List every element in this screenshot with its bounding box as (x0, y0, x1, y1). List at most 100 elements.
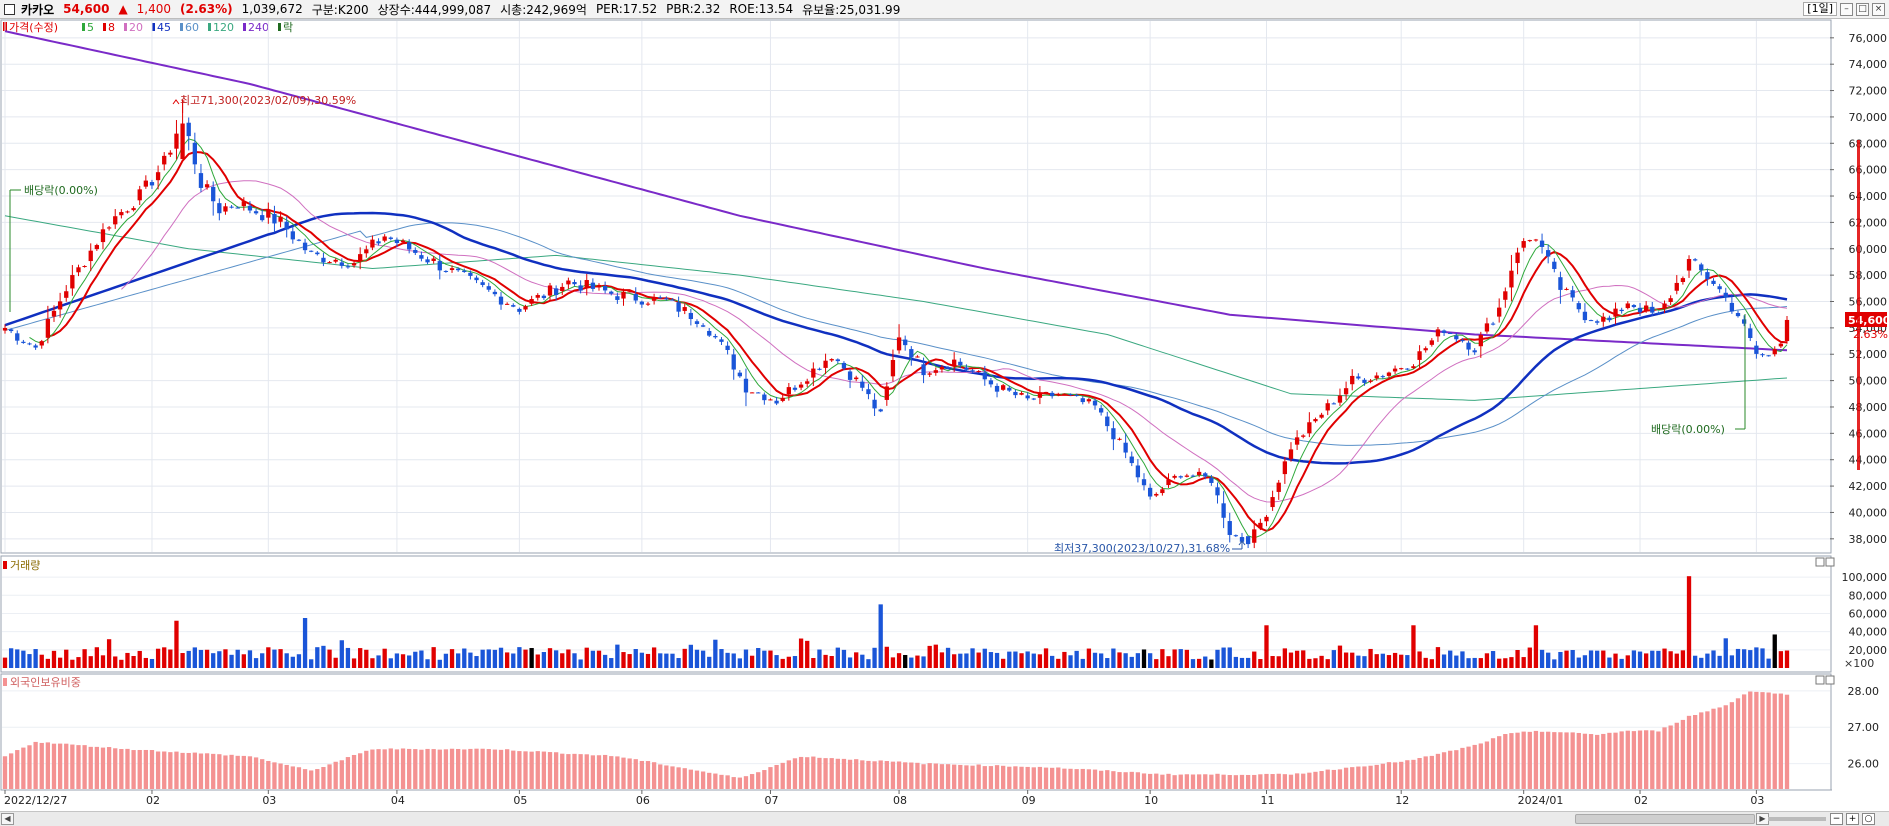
candle-body (1619, 309, 1624, 312)
volume-bar (1172, 649, 1177, 668)
foreign-bar (198, 753, 204, 789)
candle-body (590, 282, 596, 289)
volume-pane-close-icon[interactable] (1825, 557, 1835, 567)
candle-body (1515, 252, 1520, 264)
foreign-bar (456, 748, 461, 789)
volume-bar (1625, 655, 1630, 668)
foreign-bar (1111, 771, 1116, 789)
scroll-left-icon[interactable]: ◀ (1, 813, 14, 825)
dividend-marker-2: 배당락(0.00%) (1651, 314, 1746, 436)
foreign-bar (211, 753, 216, 789)
candle-body (560, 286, 565, 291)
foreign-bar (1533, 730, 1539, 789)
horizontal-scrollbar[interactable]: ◀ ▶ − + ○ (0, 811, 1889, 826)
candle-body (364, 249, 369, 254)
foreign-bar (70, 744, 75, 789)
volume-pane-max-icon[interactable] (1815, 557, 1825, 567)
foreign-bar (517, 751, 522, 789)
foreign-bar (1631, 731, 1637, 789)
foreign-bar (615, 756, 620, 789)
foreign-bar (596, 755, 602, 789)
volume-bar (1521, 657, 1526, 668)
foreign-bar (1625, 730, 1630, 789)
foreign-bar (884, 761, 889, 789)
foreign-bar (425, 748, 430, 789)
zoom-in-icon[interactable]: + (1846, 813, 1859, 825)
ex-legend-swatch (278, 23, 281, 31)
candle-body (1111, 428, 1116, 440)
foreign-bar (82, 745, 87, 789)
volume-bar (1723, 638, 1728, 668)
candle-body (1576, 303, 1581, 310)
volume-bar (682, 648, 687, 668)
volume-bar (370, 658, 375, 668)
candle-body (21, 341, 26, 343)
candle-body (1735, 313, 1741, 317)
candle-body (1380, 376, 1385, 378)
period-selector[interactable]: [1일] (1803, 2, 1837, 16)
candle-body (823, 360, 828, 368)
volume-bar (1552, 659, 1557, 668)
foreign-bar (1405, 760, 1410, 789)
minimize-icon[interactable]: – (1840, 2, 1853, 16)
window-menu-icon[interactable] (4, 3, 15, 15)
ma5-line (29, 138, 1788, 539)
volume-bar (174, 620, 179, 668)
candle-body (1454, 335, 1459, 340)
foreign-bar (1245, 774, 1251, 789)
foreign-bar (504, 749, 510, 789)
zoom-reset-icon[interactable]: ○ (1862, 813, 1875, 825)
volume-bar (1680, 650, 1686, 668)
volume-bar (456, 653, 461, 668)
volume-bar (676, 658, 681, 668)
candle-body (768, 399, 773, 401)
volume-bar (235, 649, 240, 668)
candle-body (511, 305, 516, 307)
candle-body (351, 263, 357, 266)
volume-bar (1729, 655, 1735, 668)
volume-bar (829, 656, 834, 668)
candle-body (1086, 399, 1092, 402)
volume-bar (333, 657, 338, 668)
candle-body (523, 306, 528, 310)
foreign-bar (602, 754, 608, 789)
volume-bar (1166, 656, 1171, 668)
volume-bar (400, 654, 406, 668)
zoom-track[interactable] (1768, 817, 1826, 821)
volume-bar (511, 653, 516, 668)
foreign-bar (480, 748, 485, 789)
foreign-pane-close-icon[interactable] (1825, 675, 1835, 685)
foreign-bar (743, 776, 749, 789)
foreign-bar (33, 741, 38, 789)
volume-bar (149, 658, 155, 668)
candle-body (1729, 302, 1735, 312)
pbr: PBR:2.32 (666, 2, 721, 16)
volume-bar (1331, 650, 1336, 668)
candle-body (1001, 385, 1006, 390)
foreign-bar (1411, 759, 1416, 789)
candle-body (1484, 323, 1490, 332)
foreign-bar (413, 749, 418, 789)
foreign-bar (51, 743, 57, 789)
candle-body (964, 367, 969, 370)
pane-buttons (1815, 557, 1835, 685)
zoom-out-icon[interactable]: − (1830, 813, 1843, 825)
volume-bar (217, 651, 222, 668)
close-icon[interactable]: × (1872, 2, 1885, 16)
volume-bar (131, 655, 136, 668)
scroll-thumb[interactable] (1575, 814, 1755, 824)
candle-body (1564, 288, 1569, 290)
volume-bar (1386, 655, 1392, 668)
volume-bar (1515, 649, 1520, 668)
price-tick-label: 60,000 (1849, 243, 1888, 256)
volume-bar (204, 649, 210, 668)
candle-body (835, 359, 840, 362)
foreign-bar (737, 777, 742, 789)
volume-bar (1417, 651, 1422, 668)
scroll-right-icon[interactable]: ▶ (1756, 813, 1769, 825)
volume-bar (1754, 647, 1759, 668)
foreign-bar (1441, 752, 1447, 789)
foreign-pane-max-icon[interactable] (1815, 675, 1825, 685)
restore-icon[interactable]: □ (1856, 2, 1869, 16)
